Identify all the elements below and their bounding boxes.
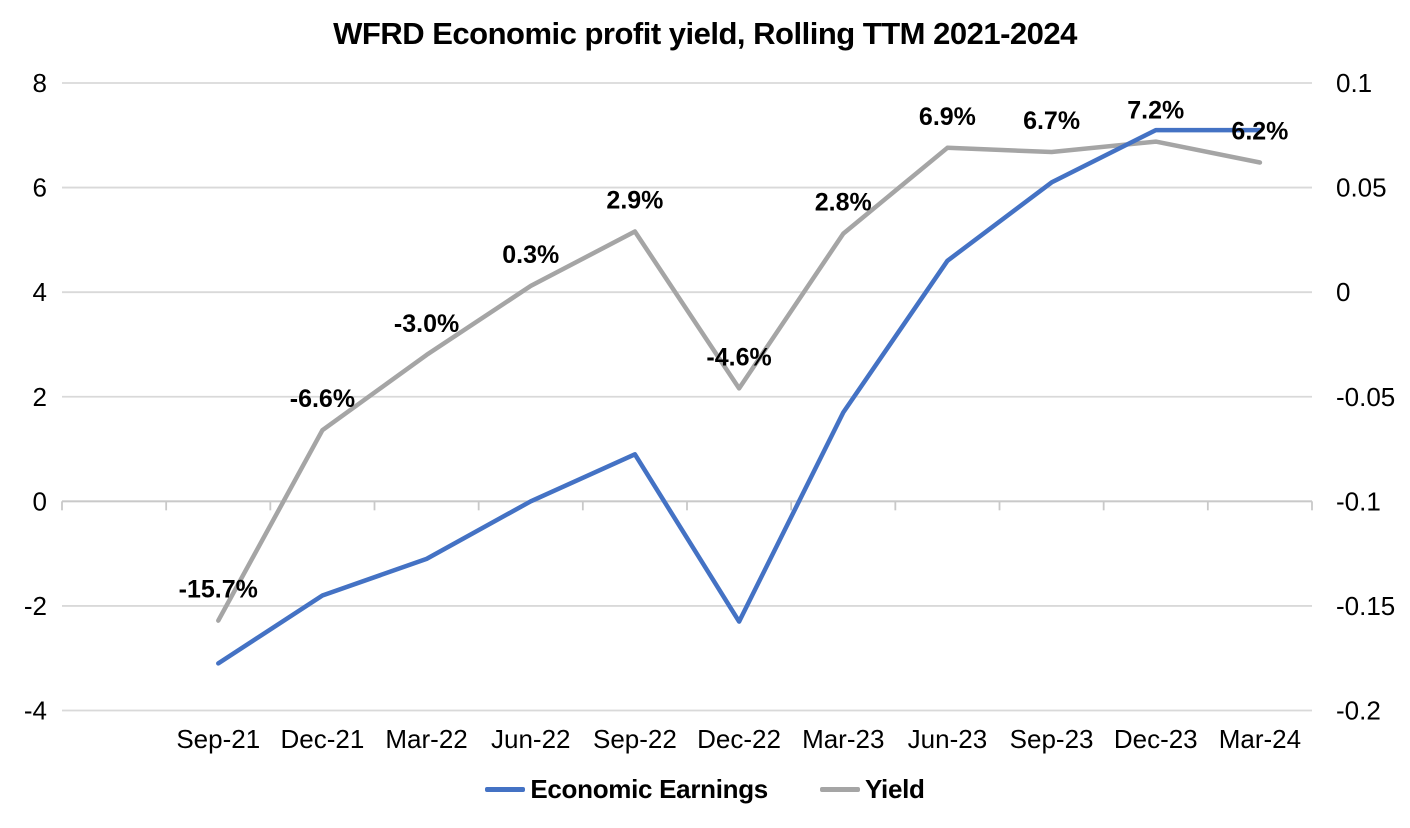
legend-item-yield: Yield [819, 774, 925, 805]
data-label: 6.7% [1023, 107, 1080, 135]
y-axis-label-left: 0 [33, 486, 47, 516]
x-axis-label: Sep-22 [593, 724, 677, 754]
chart-title: WFRD Economic profit yield, Rolling TTM … [333, 16, 1077, 51]
legend-item-economic-earnings: Economic Earnings [485, 774, 768, 805]
x-axis-label: Mar-24 [1219, 724, 1301, 754]
data-label: 2.8% [815, 189, 872, 217]
x-axis-label: Jun-22 [491, 724, 571, 754]
data-label: 7.2% [1127, 97, 1184, 125]
data-label: -4.6% [706, 343, 771, 371]
y-axis-label-left: -4 [24, 696, 47, 726]
y-axis-label-right: 0 [1336, 277, 1350, 307]
x-axis-label: Mar-23 [802, 724, 884, 754]
x-axis-label: Dec-21 [281, 724, 365, 754]
y-axis-label-right: -0.1 [1336, 486, 1381, 516]
data-label: 0.3% [502, 241, 559, 269]
y-axis-label-right: -0.15 [1336, 591, 1395, 621]
series-line-economic-earnings [216, 127, 1263, 666]
data-label: 6.9% [919, 103, 976, 131]
x-axis-labels: Sep-21 Dec-21 Mar-22 Jun-22 Sep-22 Dec-22 Mar-… [176, 724, 1301, 754]
x-axis [61, 500, 1313, 511]
legend-label-economic-earnings: Economic Earnings [530, 774, 768, 804]
x-axis-label: Sep-23 [1010, 724, 1094, 754]
x-axis-label: Jun-23 [908, 724, 988, 754]
y-axis-label-left: -2 [24, 591, 47, 621]
x-axis-label: Sep-21 [176, 724, 260, 754]
x-axis-label: Dec-22 [697, 724, 781, 754]
x-axis-label: Mar-22 [385, 724, 467, 754]
y-axis-label-right: -0.2 [1336, 696, 1381, 726]
x-axis-label: Dec-23 [1114, 724, 1198, 754]
y-axis-label-right: -0.05 [1336, 382, 1395, 412]
y-axis-label-left: 4 [33, 277, 47, 307]
y-axis-left-labels: 8 6 4 2 0 -2 -4 [24, 68, 47, 726]
data-label: 6.2% [1231, 117, 1288, 145]
legend-swatch-economic-earnings-icon [485, 787, 526, 792]
gridlines [62, 82, 1312, 712]
data-label: -6.6% [290, 385, 355, 413]
legend-swatch-yield-icon [819, 787, 860, 792]
y-axis-right-labels: 0.1 0.05 0 -0.05 -0.1 -0.15 -0.2 [1336, 68, 1395, 726]
y-axis-label-right: 0.1 [1336, 68, 1372, 98]
data-labels: -15.7% -6.6% -3.0% 0.3% 2.9% -4.6% 2.8% 6.9% 6.7… [179, 97, 1289, 604]
legend-label-yield: Yield [864, 774, 925, 804]
data-label: -15.7% [179, 576, 258, 604]
y-axis-label-left: 8 [33, 68, 47, 98]
y-axis-label-left: 6 [33, 173, 47, 203]
data-label: 2.9% [606, 187, 663, 215]
y-axis-label-right: 0.05 [1336, 173, 1387, 203]
chart-legend: Economic Earnings Yield [0, 774, 1410, 805]
data-label: -3.0% [394, 310, 459, 338]
series-line-yield [216, 139, 1263, 623]
y-axis-label-left: 2 [33, 382, 47, 412]
